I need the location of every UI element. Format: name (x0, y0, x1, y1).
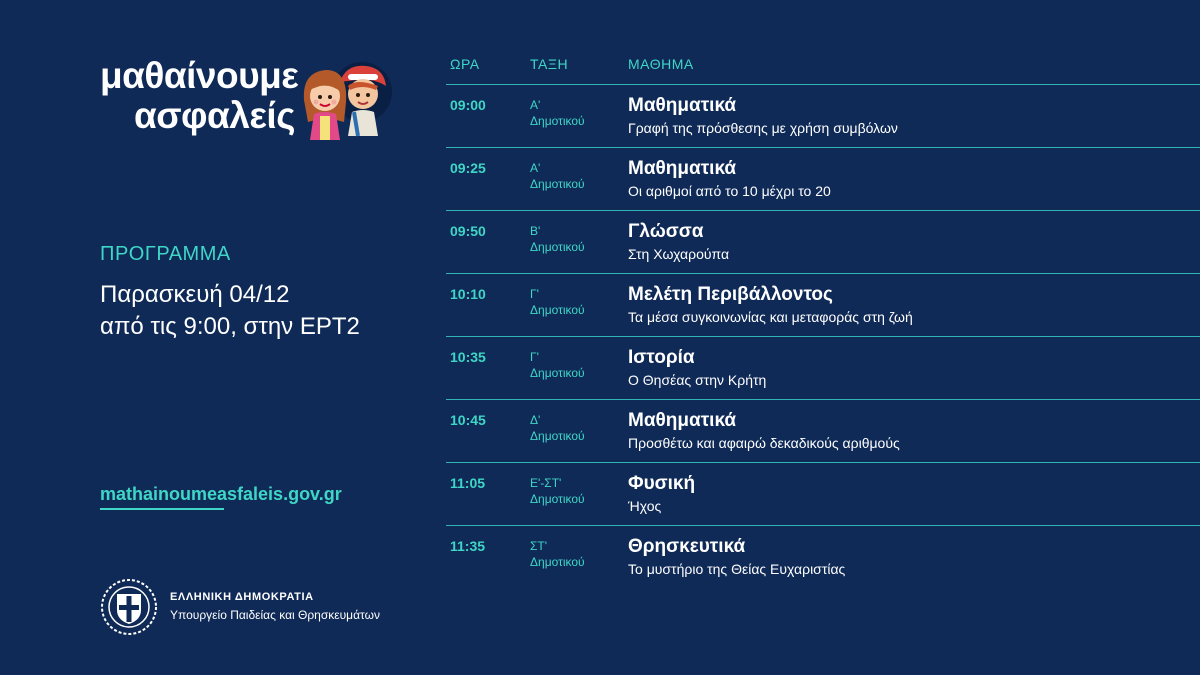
table-row: 09:25 Α' Δημοτικού Μαθηματικά Οι αριθμοί … (446, 147, 1200, 210)
row-topic: Προσθέτω και αφαιρώ δεκαδικούς αριθμούς (628, 435, 900, 451)
table-row: 10:35 Γ' Δημοτικού Ιστορία Ο Θησέας στην … (446, 336, 1200, 399)
row-time: 09:00 (450, 97, 486, 113)
row-subject: Μαθηματικά (628, 158, 737, 179)
row-subject: Ιστορία (628, 347, 695, 368)
row-grade: Α' Δημοτικού (530, 160, 610, 192)
row-subject: Γλώσσα (628, 221, 704, 242)
kids-illustration-icon (303, 62, 392, 140)
program-date-line-1: Παρασκευή 04/12 (100, 281, 290, 308)
header-grade: ΤΑΞΗ (530, 56, 569, 72)
row-grade: Γ' Δημοτικού (530, 349, 610, 381)
table-row: 11:05 Ε'-ΣΤ' Δημοτικού Φυσική Ήχος (446, 462, 1200, 525)
row-subject: Μελέτη Περιβάλλοντος (628, 284, 833, 305)
row-topic: Τα μέσα συγκοινωνίας και μεταφοράς στη ζ… (628, 309, 913, 325)
row-grade-level: Β' (530, 224, 541, 238)
row-subject: Θρησκευτικά (628, 536, 746, 557)
row-subject: Μαθηματικά (628, 410, 737, 431)
row-grade-school: Δημοτικού (530, 555, 585, 569)
header-time: ΩΡΑ (450, 56, 480, 72)
row-time: 10:45 (450, 412, 486, 428)
row-time: 09:25 (450, 160, 486, 176)
row-topic: Ήχος (628, 498, 662, 514)
row-grade-level: Δ' (530, 413, 541, 427)
row-grade-level: ΣΤ' (530, 539, 548, 553)
row-grade-school: Δημοτικού (530, 177, 585, 191)
row-subject: Μαθηματικά (628, 95, 737, 116)
row-grade-level: Γ' (530, 287, 539, 301)
row-grade: ΣΤ' Δημοτικού (530, 538, 610, 570)
table-row: 09:50 Β' Δημοτικού Γλώσσα Στη Χωχαρούπα (446, 210, 1200, 273)
row-time: 10:10 (450, 286, 486, 302)
website-link[interactable]: mathainoumeasfaleis.gov.gr (100, 484, 342, 510)
row-grade: Γ' Δημοτικού (530, 286, 610, 318)
website-text[interactable]: mathainoumeasfaleis.gov.gr (100, 484, 342, 504)
row-grade-school: Δημοτικού (530, 114, 585, 128)
government-title: ΕΛΛΗΝΙΚΗ ΔΗΜΟΚΡΑΤΙΑ (170, 591, 314, 603)
program-date: Παρασκευή 04/12 από τις 9:00, στην ΕΡΤ2 (100, 279, 430, 343)
row-grade: Α' Δημοτικού (530, 97, 610, 129)
row-time: 09:50 (450, 223, 486, 239)
row-time: 11:35 (450, 538, 486, 554)
ministry-name: Υπουργείο Παιδείας και Θρησκευμάτων (170, 608, 380, 622)
row-topic: Στη Χωχαρούπα (628, 246, 730, 262)
row-time: 10:35 (450, 349, 486, 365)
row-topic: Το μυστήριο της Θείας Ευχαριστίας (628, 561, 846, 577)
program-label: ΠΡΟΓΡΑΜΜΑ (100, 243, 231, 265)
header-subject: ΜΑΘΗΜΑ (628, 56, 694, 72)
logo-line-1: μαθαίνουμε (100, 55, 299, 96)
row-grade: Δ' Δημοτικού (530, 412, 610, 444)
row-grade-school: Δημοτικού (530, 240, 585, 254)
table-row: 10:10 Γ' Δημοτικού Μελέτη Περιβάλλοντος Τ… (446, 273, 1200, 336)
row-grade: Ε'-ΣΤ' Δημοτικού (530, 475, 610, 507)
row-grade: Β' Δημοτικού (530, 223, 610, 255)
row-grade-school: Δημοτικού (530, 492, 585, 506)
logo-line-2: ασφαλείς (134, 95, 295, 136)
program-date-line-2: από τις 9:00, στην ΕΡΤ2 (100, 313, 360, 340)
left-panel: μαθαίνουμε ασφαλείς ΠΡΟΓΡΑΜΜΑ Παρασκευή … (0, 0, 440, 675)
row-grade-level: Γ' (530, 350, 539, 364)
row-grade-level: Α' (530, 98, 541, 112)
website-underline (100, 508, 224, 510)
table-row: 09:00 Α' Δημοτικού Μαθηματικά Γραφή της π… (446, 84, 1200, 147)
schedule-table: ΩΡΑ ΤΑΞΗ ΜΑΘΗΜΑ 09:00 Α' Δημοτικού Μαθημα… (446, 0, 1200, 675)
table-row: 10:45 Δ' Δημοτικού Μαθηματικά Προσθέτω κα… (446, 399, 1200, 462)
schedule-rows: 09:00 Α' Δημοτικού Μαθηματικά Γραφή της π… (446, 84, 1200, 588)
row-grade-level: Α' (530, 161, 541, 175)
row-grade-level: Ε'-ΣΤ' (530, 476, 562, 490)
row-grade-school: Δημοτικού (530, 303, 585, 317)
brand-logo: μαθαίνουμε ασφαλείς (100, 55, 299, 136)
row-subject: Φυσική (628, 473, 696, 494)
greek-republic-emblem-icon (101, 579, 157, 635)
table-row: 11:35 ΣΤ' Δημοτικού Θρησκευτικά Το μυστήρ… (446, 525, 1200, 588)
row-topic: Οι αριθμοί από το 10 μέχρι το 20 (628, 183, 831, 199)
row-grade-school: Δημοτικού (530, 366, 585, 380)
row-topic: Γραφή της πρόσθεσης με χρήση συμβόλων (628, 120, 898, 136)
row-grade-school: Δημοτικού (530, 429, 585, 443)
row-time: 11:05 (450, 475, 486, 491)
row-topic: Ο Θησέας στην Κρήτη (628, 372, 767, 388)
